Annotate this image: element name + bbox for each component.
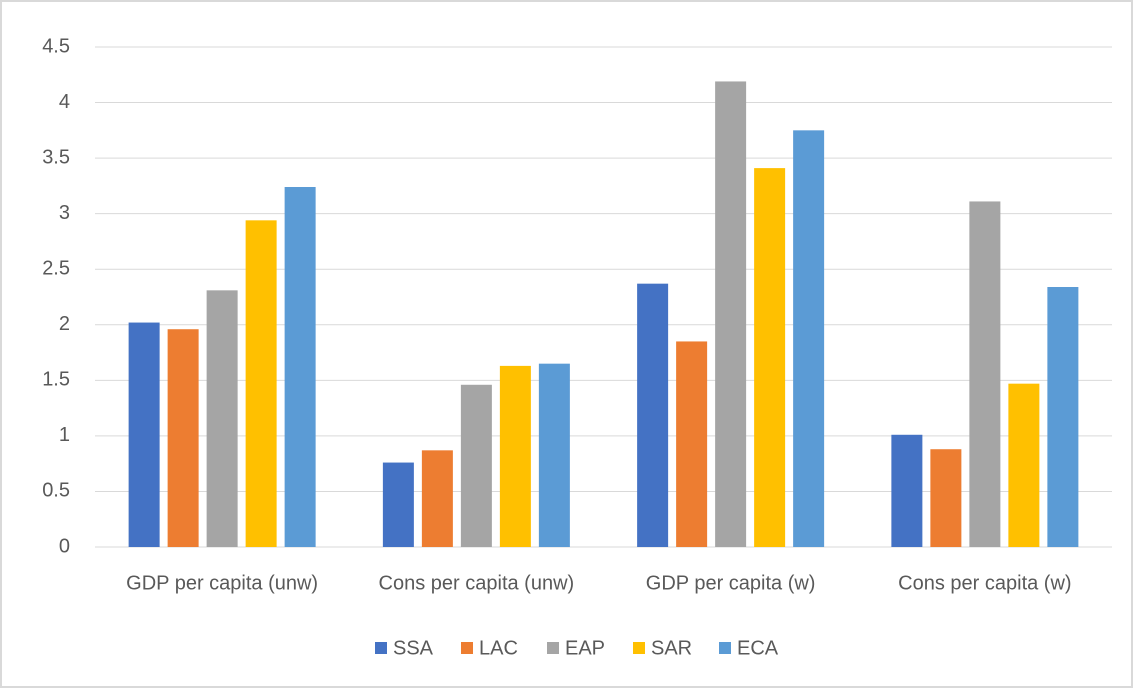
bar [969, 201, 1001, 547]
y-tick-label: 2 [59, 313, 70, 335]
bar [676, 341, 708, 547]
x-tick-label: Cons per capita (unw) [379, 572, 575, 594]
bar [1008, 383, 1040, 547]
x-tick-label: Cons per capita (w) [898, 572, 1071, 594]
legend-label: EAP [565, 637, 605, 659]
bar [382, 462, 414, 547]
bar [284, 187, 316, 547]
bar [538, 363, 570, 547]
bar [167, 329, 199, 547]
y-tick-label: 3.5 [42, 146, 70, 168]
bar [930, 449, 962, 547]
bar [891, 434, 923, 547]
bar [637, 283, 669, 547]
legend-label: SSA [393, 637, 434, 659]
legend-label: SAR [651, 637, 692, 659]
bar [754, 168, 786, 547]
x-tick-label: GDP per capita (w) [646, 572, 816, 594]
bar [793, 130, 825, 548]
bar [499, 365, 531, 547]
bar [245, 220, 277, 548]
y-tick-label: 1 [59, 424, 70, 446]
y-tick-label: 0 [59, 535, 70, 557]
bar [460, 384, 492, 547]
y-tick-label: 4 [59, 91, 70, 113]
legend-swatch [633, 642, 645, 654]
y-tick-label: 2.5 [42, 258, 70, 280]
legend-swatch [461, 642, 473, 654]
x-tick-label: GDP per capita (unw) [126, 572, 318, 594]
y-tick-label: 4.5 [42, 35, 70, 57]
legend-label: ECA [737, 637, 779, 659]
bar [206, 290, 238, 547]
y-tick-label: 0.5 [42, 480, 70, 502]
y-tick-label: 1.5 [42, 369, 70, 391]
legend-swatch [375, 642, 387, 654]
legend-swatch [547, 642, 559, 654]
legend-swatch [719, 642, 731, 654]
bar [421, 450, 453, 547]
bar [128, 322, 160, 547]
y-tick-label: 3 [59, 202, 70, 224]
bar [1047, 287, 1079, 547]
legend-label: LAC [479, 637, 518, 659]
bar [715, 81, 747, 547]
